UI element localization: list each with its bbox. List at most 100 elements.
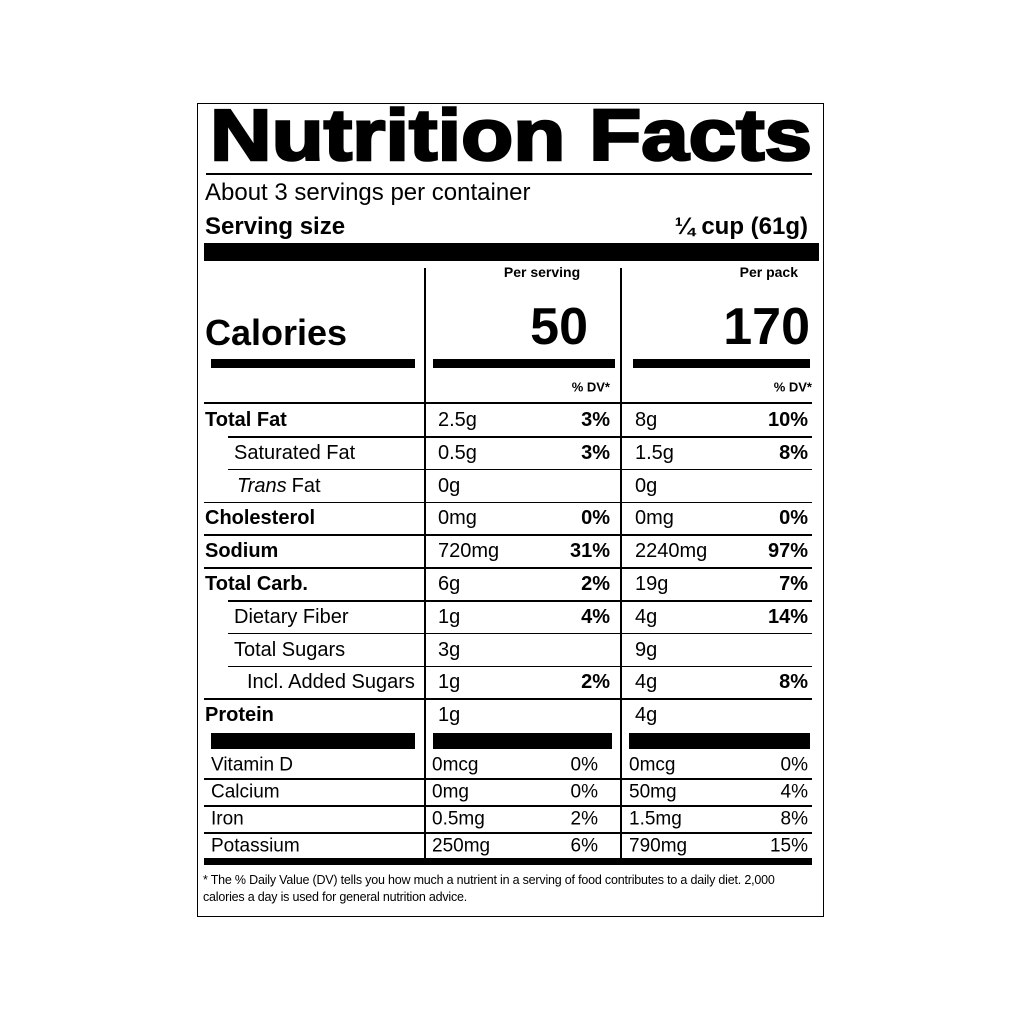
row-rule [228, 436, 812, 438]
vitamin-rule [629, 733, 810, 749]
amount: 0.5mg [432, 808, 485, 830]
daily-value: 2% [581, 671, 610, 694]
calories-value: 50 [530, 298, 588, 356]
label-border [197, 103, 824, 917]
amount: 19g [635, 573, 669, 595]
row-rule [204, 778, 812, 780]
amount: 0mcg [629, 754, 676, 776]
calories-rule [211, 359, 415, 368]
amount: 0g [438, 474, 461, 497]
amount: 4g [635, 671, 658, 694]
daily-value: 0% [780, 754, 808, 776]
amount: 0mg [438, 507, 477, 530]
daily-value: 8% [780, 808, 808, 830]
title-area: Nutrition Facts [209, 95, 814, 178]
calories-rule [633, 359, 810, 368]
row-rule [204, 501, 812, 504]
column-divider [620, 268, 622, 862]
bottom-rule [204, 858, 812, 865]
daily-value: 2% [570, 808, 598, 830]
footnote: * The % Daily Value (DV) tells you how m… [203, 873, 775, 904]
vitamin-name: Iron [211, 808, 244, 830]
nutrient-name: Cholesterol [205, 507, 316, 530]
daily-value: 0% [581, 507, 610, 530]
row-rule [204, 698, 812, 700]
row-rule [204, 402, 812, 404]
row-rule [204, 567, 812, 569]
nutrient-name: Protein [205, 704, 274, 727]
amount: 250mg [432, 835, 491, 857]
serving-size: ¼ cup (61g) [674, 213, 808, 240]
column-divider [424, 268, 426, 862]
daily-value: 8% [779, 671, 808, 694]
nutrient-name: Dietary Fiber [234, 605, 349, 628]
amount: 0.5g [438, 441, 477, 464]
amount: 1g [438, 671, 461, 694]
amount: 3g [438, 638, 461, 661]
amount: 1.5g [635, 441, 674, 464]
row-rule [204, 832, 812, 834]
daily-value: 7% [779, 573, 808, 595]
row-rule [204, 805, 812, 807]
vitamin-name: Calcium [211, 781, 280, 803]
daily-value: 31% [569, 540, 610, 563]
vitamin-name: Vitamin D [211, 754, 294, 776]
dv-heading: % DV* [571, 379, 610, 395]
amount: 720mg [438, 540, 500, 563]
daily-value: 6% [570, 835, 598, 857]
row-rule [228, 632, 812, 635]
calories-rule [433, 359, 615, 368]
amount: 0mcg [432, 754, 479, 776]
amount: 0g [635, 474, 658, 497]
amount: 50mg [629, 781, 677, 803]
dv-heading: % DV* [773, 379, 812, 395]
vitamin-name: Potassium [211, 835, 300, 857]
daily-value: 97% [767, 540, 808, 563]
amount: 1g [438, 605, 461, 628]
daily-value: 15% [769, 835, 808, 857]
daily-value: 8% [779, 441, 808, 464]
daily-value: 4% [780, 781, 808, 803]
amount: 8g [635, 409, 658, 431]
daily-value: 3% [581, 441, 610, 464]
amount: 9g [635, 638, 658, 661]
amount: 0mg [432, 781, 469, 803]
daily-value: 4% [581, 605, 610, 628]
nutrient-name-italic: Trans [237, 474, 287, 497]
row-rule [204, 534, 812, 536]
nutrient-name: Incl. Added Sugars [247, 671, 415, 694]
nutrient-name: Saturated Fat [234, 441, 356, 464]
amount: 1.5mg [629, 808, 682, 830]
amount: 4g [635, 605, 658, 628]
row-rule [228, 665, 812, 668]
vitamin-rule [433, 733, 612, 749]
amount: 2240mg [635, 540, 708, 563]
row-rule [228, 600, 812, 602]
amount: 2.5g [438, 409, 477, 431]
servings-per-container: About 3 servings per container [205, 179, 531, 206]
daily-value: 10% [767, 409, 808, 431]
nutrient-name: Sodium [205, 540, 279, 563]
amount: 0mg [635, 507, 674, 530]
daily-value: 0% [779, 507, 808, 530]
nutrient-name: Total Sugars [234, 638, 346, 661]
daily-value: 0% [570, 781, 598, 803]
vitamin-rule [211, 733, 415, 749]
nutrient-name: Total Fat [205, 409, 287, 431]
calories-label: Calories [205, 312, 348, 353]
amount: 1g [438, 704, 461, 727]
amount: 4g [635, 704, 658, 727]
nutrient-name: Total Carb. [205, 573, 308, 595]
title: Nutrition Facts [210, 96, 812, 176]
daily-value: 3% [581, 409, 610, 431]
daily-value: 0% [570, 754, 598, 776]
column-heading: Per pack [739, 264, 798, 280]
column-heading: Per serving [503, 264, 581, 280]
daily-value: 2% [581, 573, 610, 595]
daily-value: 14% [767, 605, 808, 628]
amount: 6g [438, 573, 461, 595]
row-rule [228, 468, 812, 471]
calories-value: 170 [723, 298, 810, 356]
amount: 790mg [629, 835, 688, 857]
